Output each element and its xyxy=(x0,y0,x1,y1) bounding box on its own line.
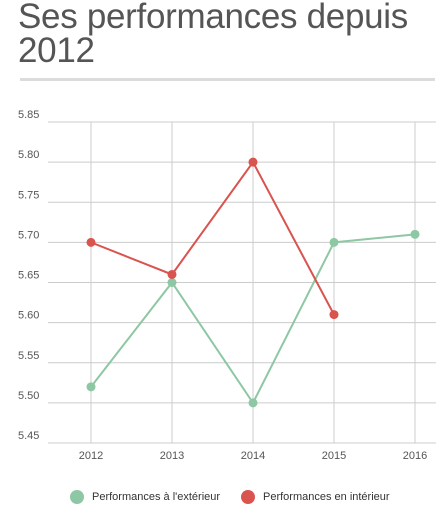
data-point xyxy=(329,237,339,247)
data-point xyxy=(410,229,420,239)
line-chart: 5.45 5.50 5.55 5.60 5.65 5.70 5.75 5.80 5.85 2012… xyxy=(18,109,436,462)
data-point xyxy=(167,269,177,279)
x-tick-label: 2013 xyxy=(160,450,184,462)
page-title: Ses performances depuis 2012 xyxy=(18,0,408,70)
x-tick-label: 2015 xyxy=(322,450,346,462)
data-point xyxy=(86,237,96,247)
data-point xyxy=(329,310,339,320)
y-tick-label: 5.60 xyxy=(18,310,39,322)
y-tick-label: 5.45 xyxy=(18,430,39,442)
y-tick-label: 5.55 xyxy=(18,350,39,362)
x-tick-label: 2012 xyxy=(79,450,103,462)
y-tick-label: 5.75 xyxy=(18,189,39,201)
y-tick-label: 5.65 xyxy=(18,270,39,282)
legend-item-outdoor: Performances à l'extérieur xyxy=(70,490,220,504)
y-tick-label: 5.80 xyxy=(18,149,39,161)
y-tick-label: 5.70 xyxy=(18,229,39,241)
y-tick-label: 5.50 xyxy=(18,390,39,402)
chart-legend: Performances à l'extérieur Performances … xyxy=(0,490,439,510)
legend-marker-outdoor xyxy=(70,490,84,504)
data-point xyxy=(248,157,258,167)
legend-marker-indoor xyxy=(241,490,255,504)
legend-item-indoor: Performances en intérieur xyxy=(241,490,390,504)
x-tick-label: 2014 xyxy=(241,450,265,462)
series-line-1 xyxy=(90,160,335,316)
legend-label-indoor: Performances en intérieur xyxy=(263,491,390,503)
data-point xyxy=(86,382,96,392)
legend-label-outdoor: Performances à l'extérieur xyxy=(92,491,221,503)
title-divider xyxy=(20,78,435,81)
x-tick-label: 2016 xyxy=(403,450,427,462)
data-point xyxy=(248,398,258,408)
data-point xyxy=(167,278,177,287)
y-tick-label: 5.85 xyxy=(18,109,39,121)
